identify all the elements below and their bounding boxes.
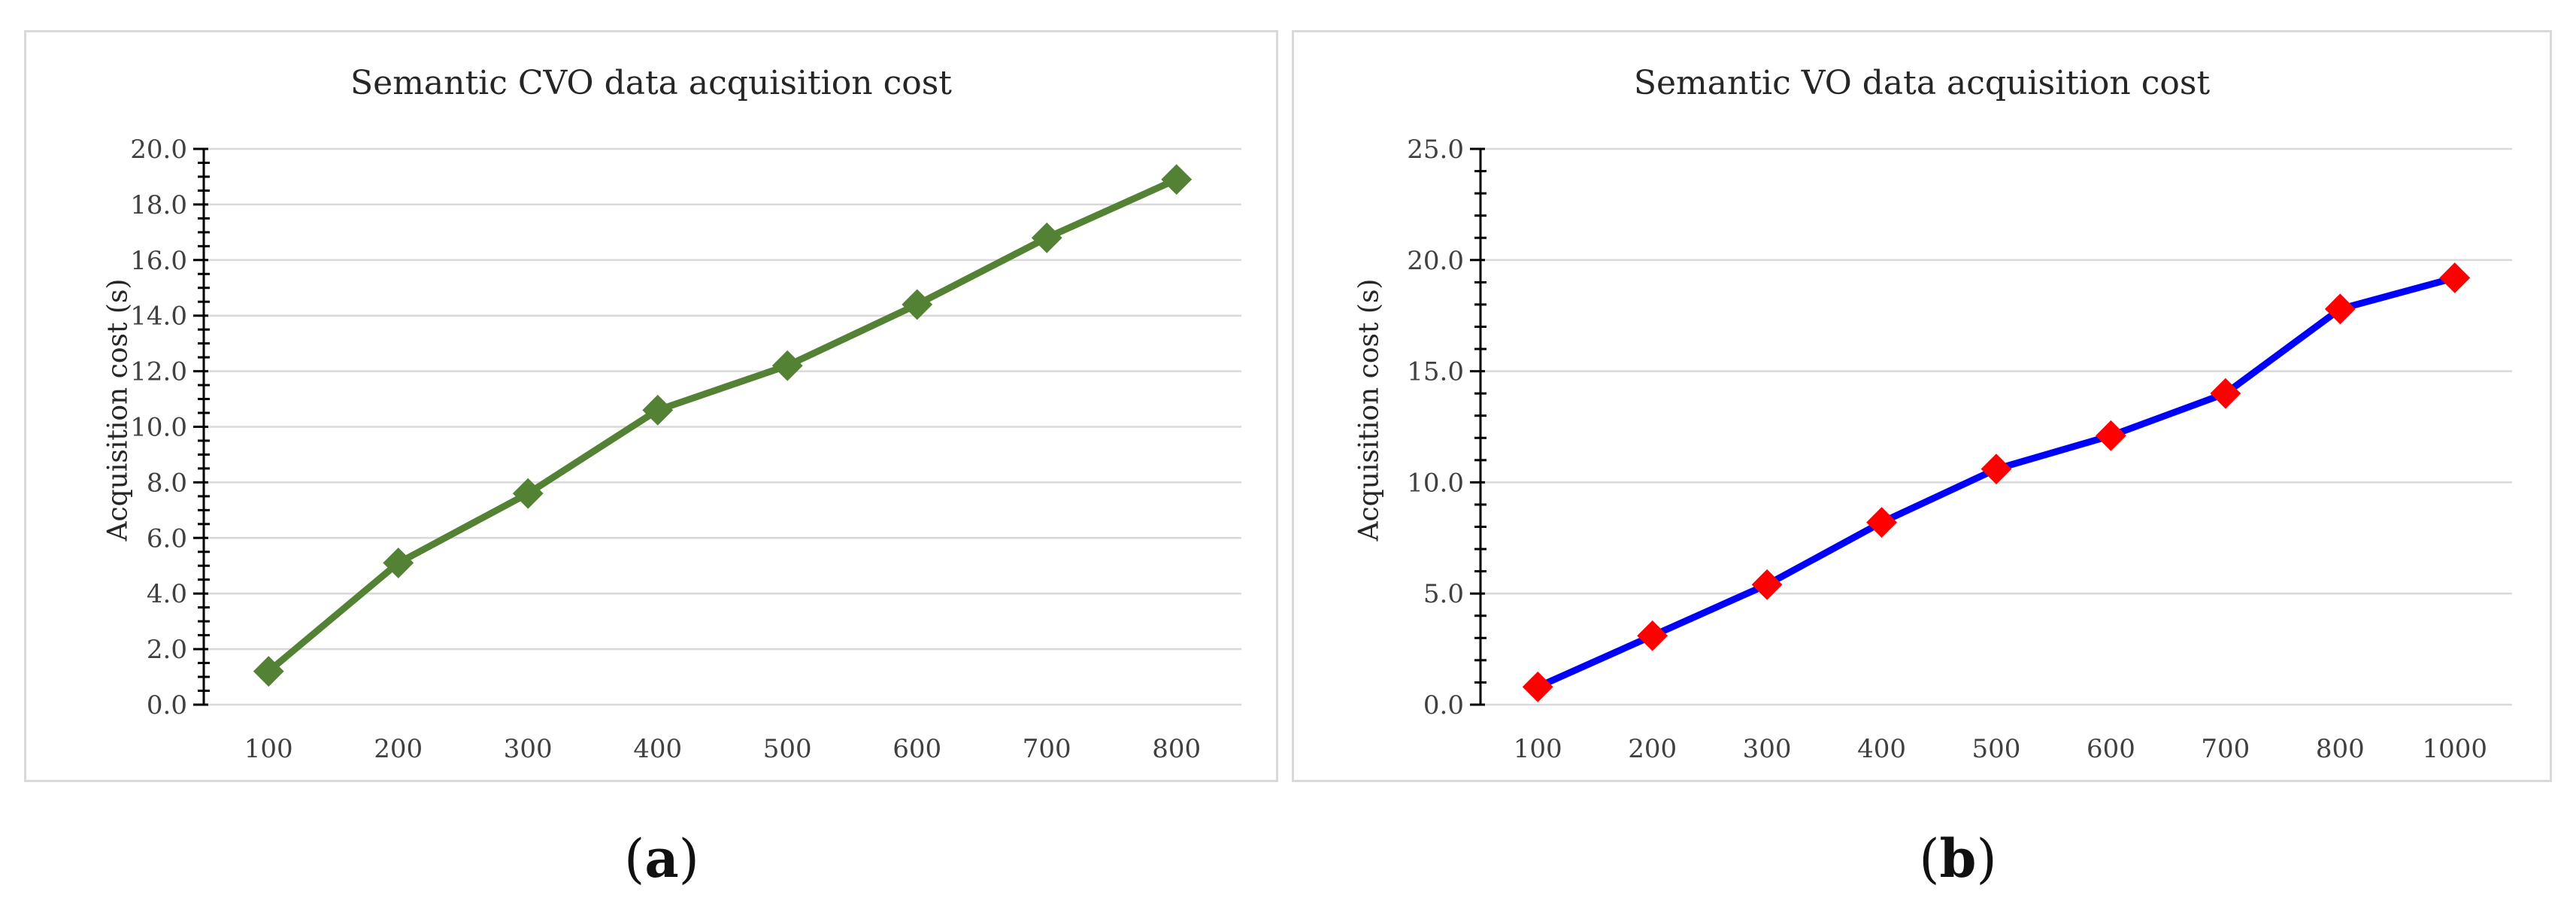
y-tick-label: 25.0 xyxy=(1407,135,1464,165)
y-tick-label: 8.0 xyxy=(147,468,187,498)
data-point-marker xyxy=(771,350,803,381)
x-tick-label: 1000 xyxy=(2423,734,2488,764)
x-tick-label: 100 xyxy=(1514,734,1562,764)
data-point-marker xyxy=(902,289,933,320)
data-point-marker xyxy=(1637,620,1668,651)
chart-panel-b: Semantic VO data acquisition cost Acquis… xyxy=(1292,30,2552,782)
x-tick-label: 500 xyxy=(1972,734,2021,764)
y-tick-label: 4.0 xyxy=(147,579,187,609)
y-tick-label: 18.0 xyxy=(130,190,187,220)
data-point-marker xyxy=(2439,262,2471,293)
y-tick-label: 15.0 xyxy=(1407,357,1464,387)
x-tick-label: 200 xyxy=(1628,734,1677,764)
panel-caption-a: (a) xyxy=(624,827,699,890)
y-tick-label: 14.0 xyxy=(130,302,187,332)
y-tick-label: 5.0 xyxy=(1423,579,1464,609)
y-tick-label: 20.0 xyxy=(1407,246,1464,276)
y-tick-label: 20.0 xyxy=(130,135,187,165)
y-tick-label: 10.0 xyxy=(130,413,187,443)
x-tick-label: 600 xyxy=(2087,734,2135,764)
y-tick-label: 10.0 xyxy=(1407,468,1464,498)
data-point-marker xyxy=(1031,222,1062,253)
panel-caption-b: (b) xyxy=(1919,827,1997,890)
data-point-marker xyxy=(253,656,284,687)
x-tick-label: 600 xyxy=(893,734,941,764)
data-point-marker xyxy=(642,394,674,426)
x-tick-label: 800 xyxy=(1152,734,1201,764)
x-tick-label: 200 xyxy=(374,734,423,764)
series-line xyxy=(266,176,1178,675)
x-tick-label: 400 xyxy=(1857,734,1906,764)
data-point-marker xyxy=(512,478,544,509)
y-tick-label: 2.0 xyxy=(147,635,187,665)
data-point-marker xyxy=(1751,569,1783,600)
y-tick-label: 12.0 xyxy=(130,357,187,387)
data-point-marker xyxy=(1980,453,2012,485)
data-point-marker xyxy=(383,547,414,578)
x-tick-label: 500 xyxy=(763,734,812,764)
x-tick-label: 400 xyxy=(633,734,682,764)
caption-letter: a xyxy=(644,827,679,890)
data-point-marker xyxy=(1522,671,1553,702)
data-point-marker xyxy=(1161,164,1193,196)
x-tick-label: 300 xyxy=(1743,734,1792,764)
x-tick-label: 700 xyxy=(2201,734,2250,764)
caption-letter: b xyxy=(1939,827,1977,890)
x-tick-label: 700 xyxy=(1023,734,1071,764)
chart-title: Semantic VO data acquisition cost xyxy=(1633,64,2211,102)
chart-title: Semantic CVO data acquisition cost xyxy=(350,64,952,102)
x-tick-label: 100 xyxy=(244,734,293,764)
y-tick-label: 0.0 xyxy=(1423,690,1464,720)
x-tick-label: 300 xyxy=(504,734,553,764)
data-point-marker xyxy=(2324,293,2356,325)
chart-a-plot: 0.0 2.0 4.0 6.0 8.0 10.0 12.0 14.0 16.0 18.0 20.0 1… xyxy=(130,135,1241,764)
y-tick-label: 0.0 xyxy=(147,690,187,720)
y-tick-label: 6.0 xyxy=(147,523,187,554)
data-point-marker xyxy=(1866,507,1897,538)
chart-b-plot: 0.0 5.0 10.0 15.0 20.0 25.0 100 200 300 400 500 600… xyxy=(1407,135,2512,764)
data-point-marker xyxy=(2096,420,2126,451)
data-point-marker xyxy=(2210,378,2241,409)
x-tick-label: 800 xyxy=(2316,734,2365,764)
chart-panel-a: Semantic CVO data acquisition cost Acqui… xyxy=(24,30,1278,782)
y-tick-label: 16.0 xyxy=(130,246,187,276)
